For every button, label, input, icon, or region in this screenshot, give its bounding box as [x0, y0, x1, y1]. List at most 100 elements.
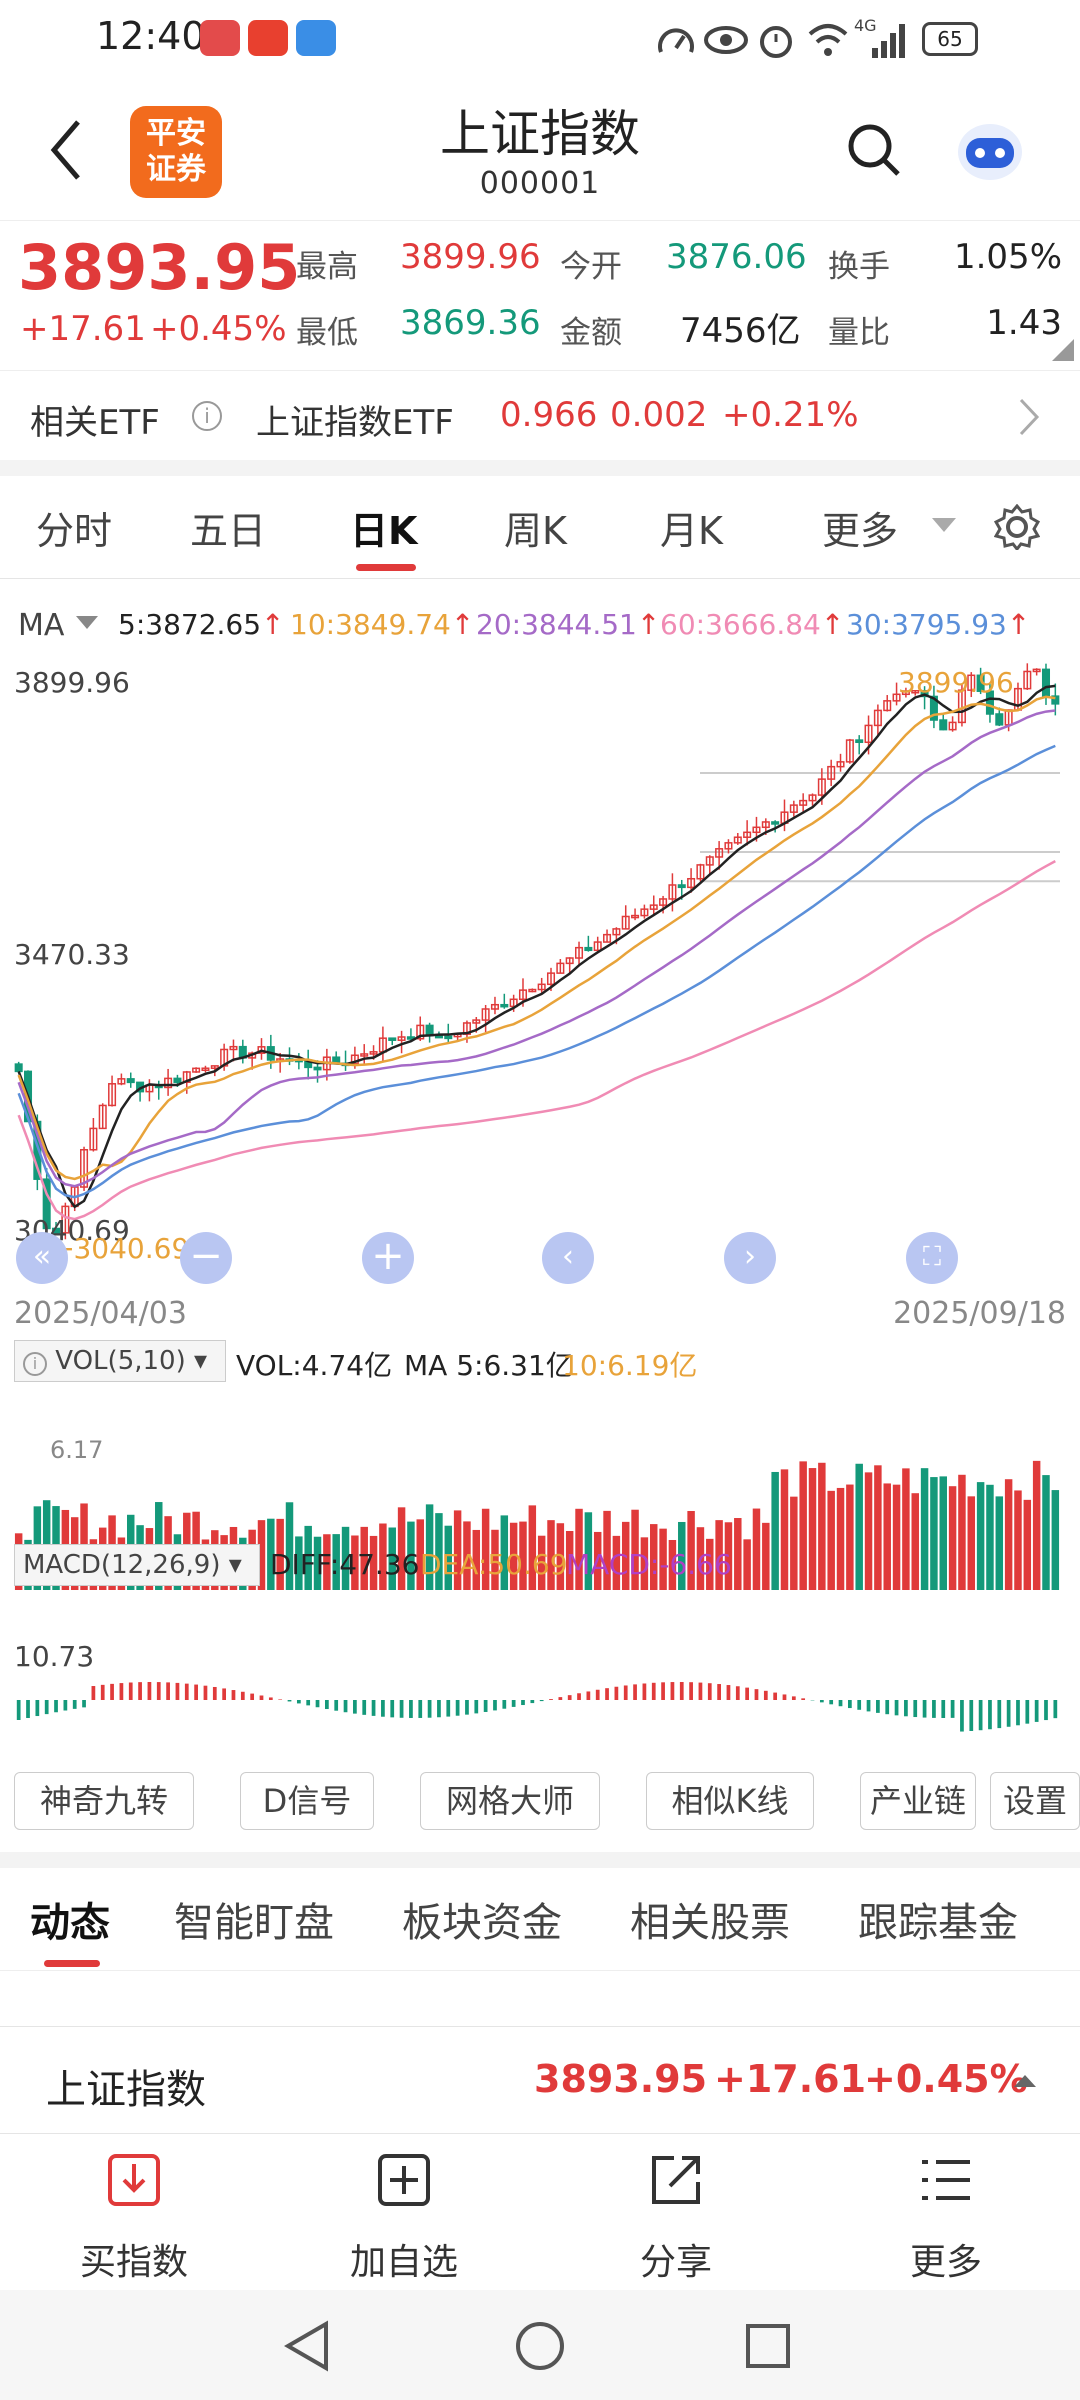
scroll-left-fast-button[interactable]: « — [16, 1232, 68, 1284]
expand-corner-icon[interactable] — [1052, 339, 1074, 361]
macd-axis-label: 10.73 — [14, 1640, 95, 1673]
share-button[interactable]: 分享 — [606, 2150, 746, 2285]
macd-bar — [399, 1700, 404, 1718]
nav-label: 更多 — [909, 2242, 982, 2283]
chevron-right-icon[interactable] — [1018, 397, 1040, 437]
tool-industry-chain[interactable]: 产业链 — [860, 1772, 976, 1830]
volume-bar — [1051, 1490, 1060, 1590]
macd-bar — [306, 1700, 311, 1706]
tab-tracking-funds[interactable]: 跟踪基金 — [858, 1900, 1018, 1946]
vol-axis-label: 6.17 — [50, 1436, 104, 1464]
tab-smart-watch[interactable]: 智能盯盘 — [174, 1900, 334, 1946]
high-label: 最高 — [296, 249, 358, 285]
tab-more[interactable]: 更多 — [822, 509, 899, 553]
ma-dropdown-icon[interactable] — [76, 616, 98, 630]
nav-home-icon[interactable] — [514, 2320, 566, 2372]
amount-label: 金额 — [560, 315, 622, 351]
macd-bar — [978, 1700, 983, 1731]
period-tabs: 分时 五日 日K 周K 月K 更多 — [0, 500, 1080, 580]
info-icon[interactable]: i — [192, 401, 222, 431]
tool-magic-nine[interactable]: 神奇九转 — [14, 1772, 194, 1830]
candle — [995, 707, 1004, 727]
macd-bar — [605, 1688, 609, 1700]
candle — [388, 1037, 397, 1046]
end-date: 2025/09/18 — [893, 1296, 1066, 1331]
turnover-value: 1.05% — [953, 237, 1062, 277]
macd-bar — [558, 1697, 563, 1700]
volume-bar — [967, 1496, 976, 1590]
macd-bar — [586, 1691, 591, 1700]
tab-weekly-k[interactable]: 周K — [504, 509, 567, 553]
macd-bar — [633, 1684, 637, 1700]
candle — [845, 738, 854, 764]
tab-monthly-k[interactable]: 月K — [660, 509, 723, 553]
volume-bar — [687, 1511, 695, 1590]
tool-grid-master[interactable]: 网格大师 — [420, 1772, 600, 1830]
macd-bar — [343, 1700, 348, 1713]
search-icon[interactable] — [846, 122, 902, 178]
low-label: 最低 — [296, 315, 358, 351]
volume-bar — [715, 1520, 723, 1590]
ma-label[interactable]: MA — [18, 608, 65, 643]
candle — [238, 1039, 247, 1064]
macd-bar — [54, 1700, 58, 1713]
volume-bar — [295, 1536, 303, 1590]
volume-bar — [323, 1534, 331, 1590]
related-etf-row[interactable]: 相关ETF i 上证指数ETF 0.966 0.002 +0.21% — [0, 370, 1080, 460]
more-button[interactable]: 更多 — [876, 2150, 1016, 2285]
volume-bar — [556, 1523, 565, 1590]
buy-index-button[interactable]: 买指数 — [64, 2150, 204, 2285]
candle — [1023, 663, 1032, 690]
volume-bar — [743, 1539, 751, 1590]
tab-five-day[interactable]: 五日 — [190, 509, 267, 553]
tab-daily-k[interactable]: 日K — [350, 509, 418, 553]
macd-bar — [287, 1700, 292, 1702]
volume-bar — [519, 1521, 527, 1590]
settings-gear-icon[interactable] — [994, 504, 1040, 550]
dropdown-triangle-icon[interactable] — [932, 518, 956, 534]
macd-bar — [203, 1685, 208, 1700]
macd-bar — [390, 1700, 395, 1718]
volume-bar — [472, 1529, 481, 1590]
tab-related-stocks[interactable]: 相关股票 — [630, 1900, 790, 1946]
candle — [705, 855, 714, 875]
signal-icon — [872, 24, 905, 58]
macd-indicator-selector[interactable]: MACD(12,26,9) ▾ — [14, 1544, 260, 1586]
macd-bar — [1034, 1700, 1039, 1722]
macd-bar — [866, 1700, 871, 1712]
kline-chart-area[interactable]: MA 5:3872.65↑ 10:3849.74↑ 20:3844.51↑ 60… — [0, 580, 1080, 1750]
nav-back-icon[interactable] — [282, 2320, 332, 2372]
candle — [799, 793, 808, 813]
zoom-out-button[interactable]: − — [180, 1232, 232, 1284]
back-icon[interactable] — [48, 118, 84, 182]
scroll-right-button[interactable]: › — [724, 1232, 776, 1284]
macd-bar — [371, 1700, 376, 1716]
network-type: 4G — [854, 16, 877, 35]
vol-indicator-selector[interactable]: i VOL(5,10) ▾ — [14, 1340, 226, 1382]
tool-similar-kline[interactable]: 相似K线 — [646, 1772, 814, 1830]
add-watchlist-button[interactable]: 加自选 — [334, 2150, 474, 2285]
candle — [490, 996, 499, 1015]
tab-sector-funds[interactable]: 板块资金 — [402, 1900, 562, 1946]
zoom-in-button[interactable]: + — [362, 1232, 414, 1284]
tab-fenshi[interactable]: 分时 — [36, 509, 113, 553]
tab-news[interactable]: 动态 — [30, 1900, 110, 1946]
macd-bar — [819, 1700, 824, 1703]
tool-settings[interactable]: 设置 — [990, 1772, 1080, 1830]
expand-up-icon[interactable] — [1014, 2073, 1036, 2089]
nav-recents-icon[interactable] — [744, 2322, 792, 2370]
divider — [0, 460, 1080, 476]
scroll-left-button[interactable]: ‹ — [542, 1232, 594, 1284]
index-summary-bar[interactable]: 上证指数 3893.95 +17.61 +0.45% — [0, 2026, 1080, 2134]
fullscreen-button[interactable]: ⛶ — [906, 1232, 958, 1284]
tool-d-signal[interactable]: D信号 — [240, 1772, 374, 1830]
candle — [500, 993, 509, 1009]
divider — [0, 578, 1080, 579]
volume-bar — [509, 1522, 518, 1590]
candle — [901, 687, 910, 698]
volratio-value: 1.43 — [986, 303, 1062, 343]
candle — [556, 959, 565, 974]
macd-bar — [642, 1683, 647, 1700]
divider — [0, 1970, 1080, 1971]
robot-assistant-icon[interactable] — [950, 110, 1030, 190]
